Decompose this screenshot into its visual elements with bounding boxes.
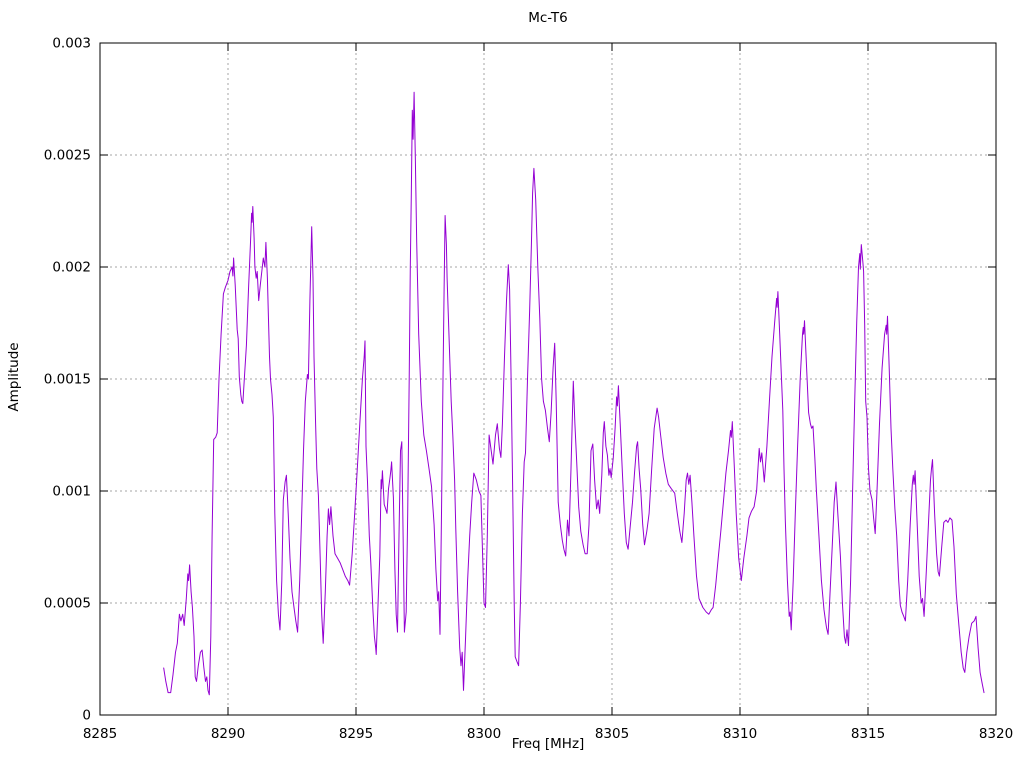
chart-title: Mc-T6 — [528, 10, 568, 26]
y-tick-label: 0.0025 — [44, 148, 91, 164]
x-tick-label: 8315 — [851, 726, 885, 742]
y-tick-label: 0.0015 — [44, 372, 91, 388]
y-tick-label: 0 — [82, 708, 91, 724]
x-tick-label: 8290 — [211, 726, 245, 742]
y-tick-label: 0.003 — [52, 36, 91, 52]
x-tick-label: 8300 — [467, 726, 501, 742]
y-tick-label: 0.001 — [52, 484, 91, 500]
y-tick-label: 0.002 — [52, 260, 91, 276]
data-line — [163, 91, 985, 696]
x-tick-label: 8305 — [595, 726, 629, 742]
y-tick-label: 0.0005 — [44, 596, 91, 612]
x-tick-label: 8285 — [83, 726, 117, 742]
plot-border — [99, 42, 997, 716]
x-tick-label: 8320 — [979, 726, 1013, 742]
x-tick-label: 8310 — [723, 726, 757, 742]
x-tick-label: 8295 — [339, 726, 373, 742]
x-axis-label: Freq [MHz] — [511, 736, 585, 752]
